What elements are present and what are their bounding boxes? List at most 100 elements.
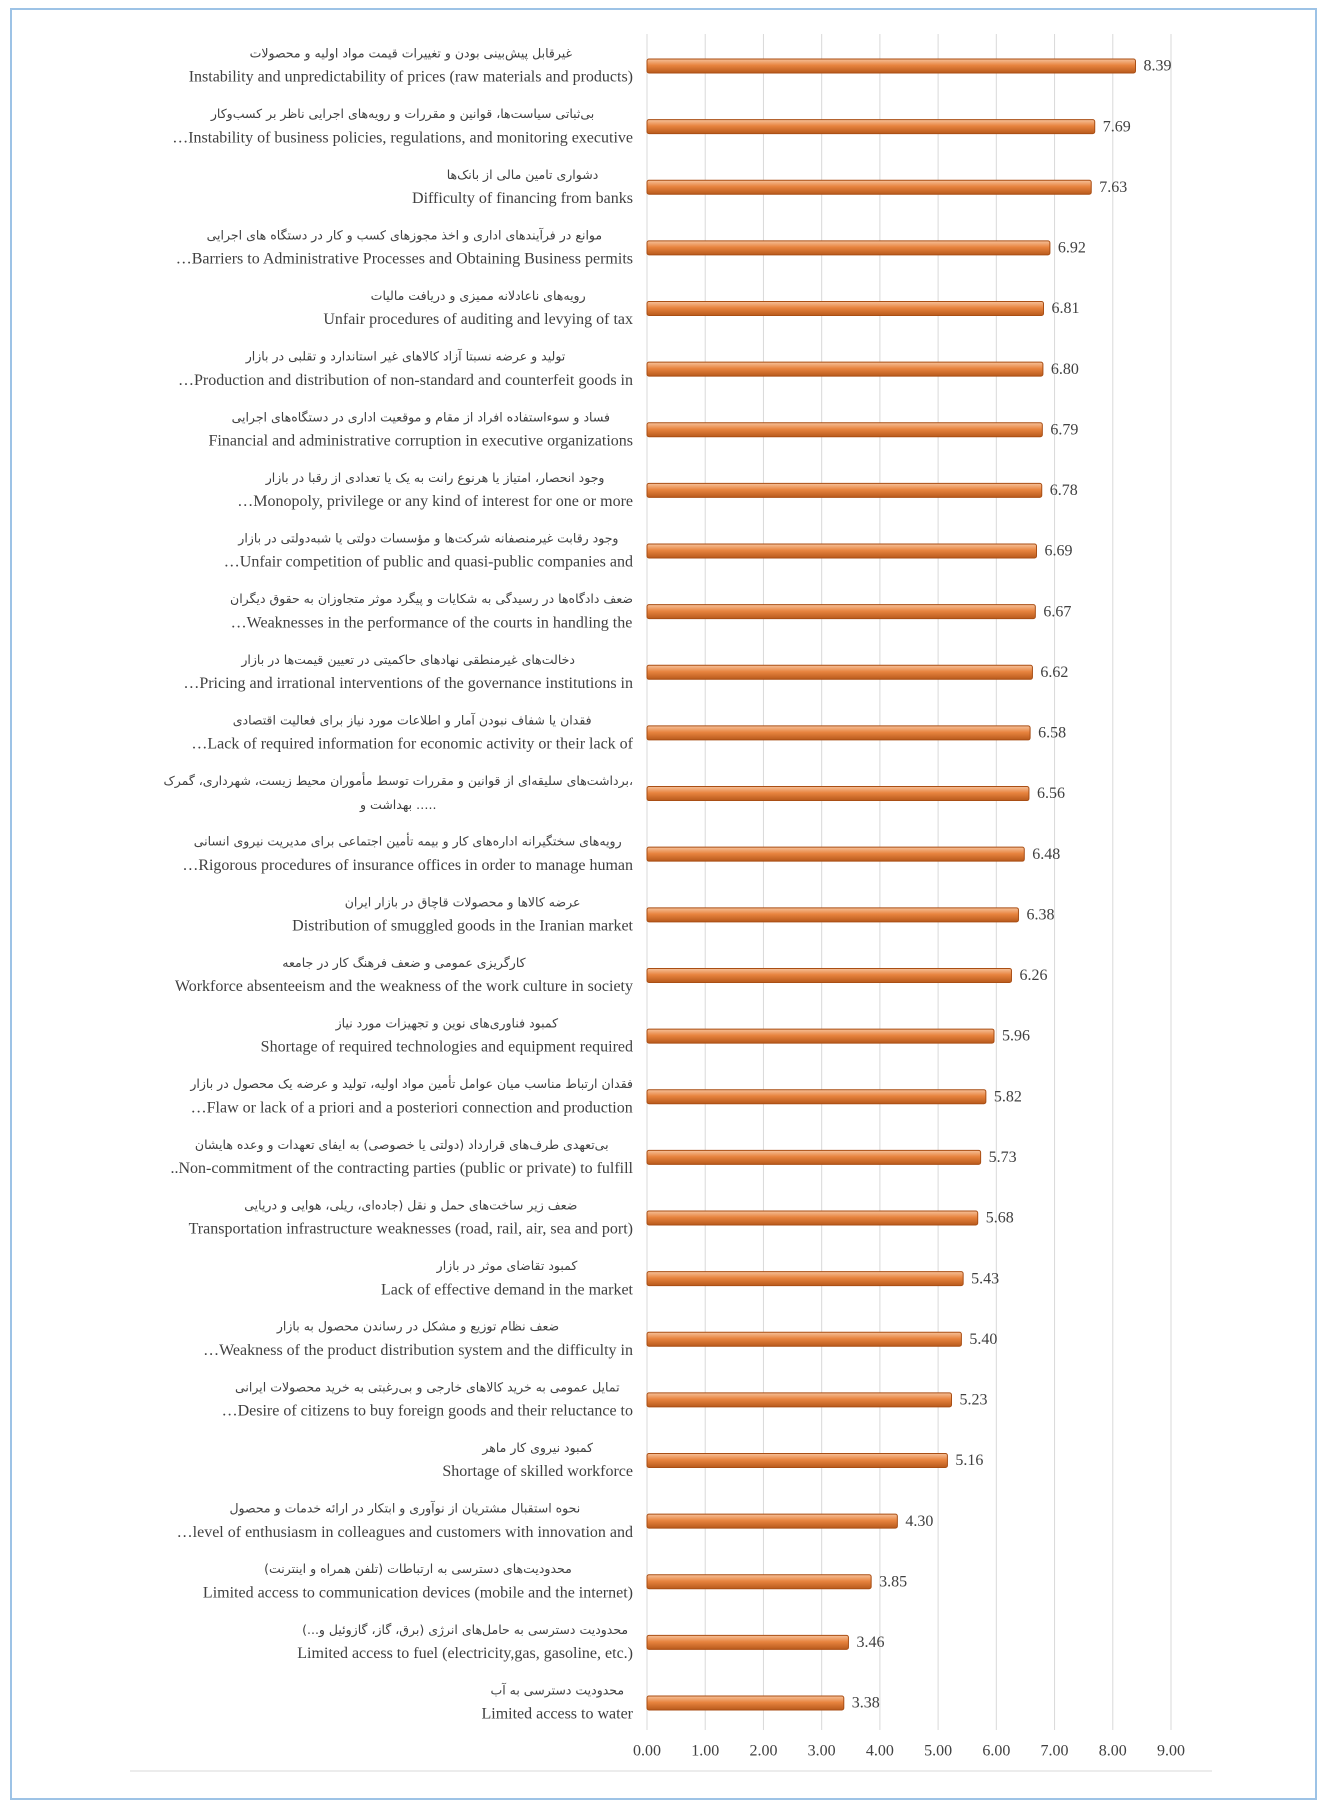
bar xyxy=(646,1210,979,1226)
category-label: تولید و عرضه نسبتا آزاد کالاهای غیر استا… xyxy=(245,349,566,365)
category-label: موانع در فرآیندهای اداری و اخذ مجوزهای ک… xyxy=(207,227,602,243)
category-label: ضعف زیر ساخت‌های حمل و نقل (جاده‌ای، ریل… xyxy=(244,1197,577,1213)
value-label: 5.23 xyxy=(960,1392,988,1409)
category-label: محدودیت‌های دسترسی به ارتباطات (تلفن همر… xyxy=(264,1561,572,1577)
value-label: 6.62 xyxy=(1040,664,1068,681)
category-label: Workforce absenteeism and the weakness o… xyxy=(175,978,633,995)
category-label: Financial and administrative corruption … xyxy=(209,432,633,449)
bar xyxy=(646,543,1038,559)
bar xyxy=(646,1695,845,1711)
category-label: Shortage of required technologies and eq… xyxy=(261,1039,633,1056)
category-label: برداشت‌های سلیقه‌ای از قوانین و مقررات ت… xyxy=(164,772,633,789)
x-tick-label: 2.00 xyxy=(749,1743,777,1760)
bar xyxy=(646,907,1019,923)
category-label: Difficulty of financing from banks xyxy=(412,190,633,207)
bar xyxy=(646,240,1051,256)
bar xyxy=(646,1513,898,1529)
category-label: Shortage of skilled workforce xyxy=(442,1463,633,1480)
category-label: …Weakness of the product distribution sy… xyxy=(203,1342,633,1359)
category-label: محدودیت دسترسی به آب xyxy=(490,1683,624,1699)
category-label: ضعف دادگاه‌ها در رسیدگی به شکایات و پیگر… xyxy=(230,591,633,607)
category-label: …level of enthusiasm in colleagues and c… xyxy=(177,1524,633,1541)
value-label: 5.43 xyxy=(971,1270,999,1287)
x-tick-label: 3.00 xyxy=(808,1743,836,1760)
bar xyxy=(646,1392,953,1408)
bar xyxy=(646,179,1092,195)
category-label: …Barriers to Administrative Processes an… xyxy=(176,251,633,268)
bar xyxy=(646,1149,982,1165)
bar xyxy=(646,967,1012,983)
category-label: رویه‌های سختگیرانه اداره‌های کار و بیمه … xyxy=(194,833,622,850)
value-label: 5.96 xyxy=(1002,1028,1030,1045)
category-label: …Flaw or lack of a priori and a posterio… xyxy=(191,1099,633,1116)
category-label: Limited access to water xyxy=(482,1706,634,1723)
category-label: دشواری تامین مالی از بانک‌ها xyxy=(447,167,599,183)
bar xyxy=(646,846,1025,862)
bar xyxy=(646,604,1036,620)
category-label: ضعف نظام توزیع و مشکل در رساندن محصول به… xyxy=(276,1319,559,1335)
x-tick-label: 1.00 xyxy=(691,1743,719,1760)
category-label: بی‌تعهدی طرف‌های قرارداد (دولتی یا خصوصی… xyxy=(195,1137,609,1153)
category-label: بی‌ثباتی سیاست‌ها، قوانین و مقررات و روی… xyxy=(210,106,594,122)
value-label: 6.81 xyxy=(1051,300,1079,317)
category-label: …Rigorous procedures of insurance office… xyxy=(182,857,633,874)
x-tick-label: 6.00 xyxy=(982,1743,1010,1760)
value-label: 6.48 xyxy=(1032,846,1060,863)
value-label: 6.80 xyxy=(1051,361,1079,378)
value-label: 5.40 xyxy=(969,1331,997,1348)
x-tick-label: 4.00 xyxy=(866,1743,894,1760)
frame xyxy=(10,8,1317,1800)
x-tick-label: 9.00 xyxy=(1157,1743,1185,1760)
bar xyxy=(646,1089,987,1105)
bar xyxy=(646,1271,964,1287)
category-label: فقدان یا شفاف نبودن آمار و اطلاعات مورد … xyxy=(233,712,592,728)
category-label: عرضه کالاها و محصولات قاچاق در بازار ایر… xyxy=(345,894,581,910)
value-label: 6.69 xyxy=(1045,543,1073,560)
value-label: 7.69 xyxy=(1103,118,1131,135)
value-label: 6.67 xyxy=(1043,603,1071,620)
category-label: رویه‌های ناعادلانه ممیزی و دریافت مالیات xyxy=(371,288,586,304)
category-label: وجود رقابت غیرمنصفانه شرکت‌ها و مؤسسات د… xyxy=(237,531,618,547)
category-label: تمایل عمومی به خرید کالاهای خارجی و بی‌ر… xyxy=(235,1379,620,1395)
value-label: 8.39 xyxy=(1143,58,1171,75)
value-label: 6.79 xyxy=(1050,421,1078,438)
x-tick-label: 7.00 xyxy=(1041,1743,1069,1760)
bar xyxy=(646,119,1096,135)
category-label: Distribution of smuggled goods in the Ir… xyxy=(292,917,633,934)
value-label: 5.16 xyxy=(955,1452,983,1469)
bar xyxy=(646,301,1044,317)
value-label: 6.58 xyxy=(1038,725,1066,742)
category-label: Lack of effective demand in the market xyxy=(381,1281,634,1298)
value-label: 3.85 xyxy=(879,1573,907,1590)
value-label: 6.78 xyxy=(1050,482,1078,499)
category-label: …Production and distribution of non-stan… xyxy=(178,372,633,389)
category-label: کمبود تقاضای موثر در بازار xyxy=(436,1258,578,1274)
category-label: دخالت‌های غیرمنطقی نهادهای حاکمیتی در تع… xyxy=(240,652,575,668)
bar xyxy=(646,786,1030,802)
category-label: Limited access to fuel (electricity,gas,… xyxy=(297,1645,633,1662)
category-label: …Weaknesses in the performance of the co… xyxy=(231,614,633,631)
value-label: 6.92 xyxy=(1058,240,1086,257)
category-label: Transportation infrastructure weaknesses… xyxy=(189,1221,633,1238)
bar xyxy=(646,1574,872,1590)
category-label: نحوه استقبال مشتریان از نوآوری و ابتکار … xyxy=(229,1501,580,1517)
value-label: 3.38 xyxy=(852,1695,880,1712)
category-label: Instability and unpredictability of pric… xyxy=(189,69,633,86)
value-label: 6.56 xyxy=(1037,785,1065,802)
category-label: فقدان ارتباط مناسب میان عوامل تأمین مواد… xyxy=(189,1075,633,1092)
category-label: …Monopoly, privilege or any kind of inte… xyxy=(237,493,633,510)
category-label: …Desire of citizens to buy foreign goods… xyxy=(222,1403,633,1420)
value-label: 5.73 xyxy=(989,1149,1017,1166)
bar xyxy=(646,664,1033,680)
category-label: کمبود فناوری‌های نوین و تجهیزات مورد نیا… xyxy=(335,1016,558,1032)
value-label: 6.38 xyxy=(1026,906,1054,923)
value-label: 7.63 xyxy=(1099,179,1127,196)
category-label: کمبود نیروی کار ماهر xyxy=(481,1440,593,1456)
value-label: 5.68 xyxy=(986,1210,1014,1227)
category-label: Limited access to communication devices … xyxy=(203,1584,633,1601)
category-label: فساد و سوءاستفاده افراد از مقام و موقعیت… xyxy=(232,409,610,425)
bar xyxy=(646,422,1043,438)
bar xyxy=(646,1028,995,1044)
value-label: 3.46 xyxy=(856,1634,884,1651)
bar xyxy=(646,1331,962,1347)
